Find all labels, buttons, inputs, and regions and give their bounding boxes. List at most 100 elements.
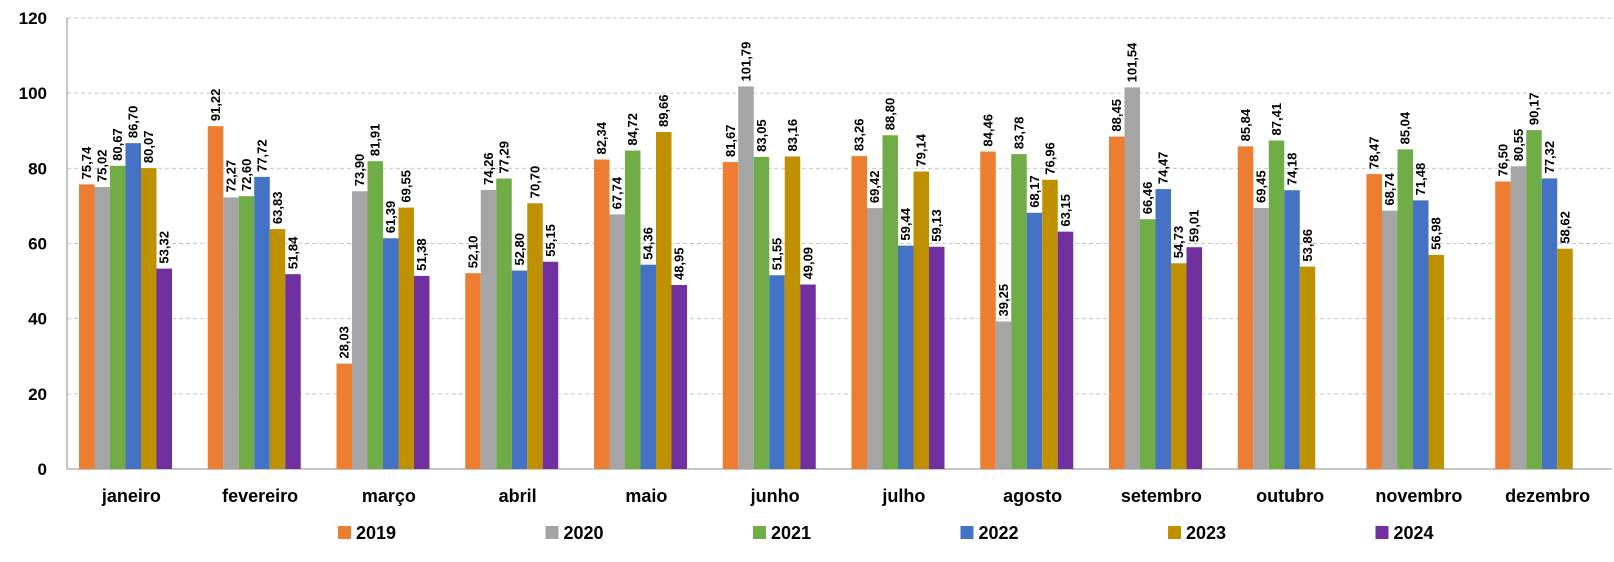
- data-label: 51,38: [414, 238, 429, 271]
- bar-2024-março: [414, 275, 430, 469]
- data-label: 90,17: [1527, 93, 1542, 126]
- y-tick-label: 60: [28, 235, 47, 254]
- bar-2020-dezembro: [1510, 166, 1527, 470]
- legend-label: 2022: [979, 523, 1019, 543]
- data-label: 72,27: [224, 160, 239, 193]
- bar-2021-outubro: [1268, 140, 1285, 470]
- bars: [79, 86, 1573, 470]
- data-label: 53,32: [157, 231, 172, 264]
- legend-label: 2024: [1394, 523, 1434, 543]
- bar-2022-novembro: [1413, 200, 1429, 469]
- legend: 2019 2020 2021 2022 2023 2024: [338, 523, 1434, 543]
- data-label: 68,17: [1027, 175, 1042, 208]
- bar-2022-dezembro: [1541, 178, 1558, 469]
- bar-2021-abril: [496, 178, 512, 469]
- bar-2023-julho: [913, 171, 929, 470]
- data-label: 71,48: [1413, 163, 1428, 196]
- bar-2024-fevereiro: [285, 274, 301, 469]
- data-label: 74,47: [1156, 152, 1171, 185]
- bar-2020-março: [352, 191, 368, 470]
- category-label: agosto: [1003, 486, 1062, 506]
- data-label: 59,44: [898, 207, 913, 240]
- data-label: 66,46: [1140, 182, 1155, 215]
- legend-label: 2021: [771, 523, 811, 543]
- bar-2019-abril: [465, 273, 481, 469]
- data-label: 80,55: [1511, 129, 1526, 162]
- data-label: 39,25: [996, 284, 1011, 317]
- legend-label: 2023: [1186, 523, 1226, 543]
- data-label: 49,09: [801, 247, 816, 280]
- data-label: 78,47: [1367, 137, 1382, 170]
- data-label: 51,55: [770, 238, 785, 271]
- data-label: 77,72: [255, 139, 270, 172]
- bar-2020-abril: [480, 189, 497, 469]
- data-label: 76,96: [1043, 142, 1058, 175]
- bar-2021-agosto: [1011, 154, 1027, 469]
- data-label: 54,36: [641, 227, 656, 260]
- bar-2024-janeiro: [156, 268, 172, 469]
- data-label: 56,98: [1429, 217, 1444, 250]
- data-label: 69,45: [1254, 170, 1269, 203]
- gridlines: [67, 17, 1612, 395]
- bar-2020-outubro: [1253, 207, 1269, 469]
- category-labels: janeiro fevereiro março abril maio junho julho…: [101, 486, 1590, 506]
- category-label: janeiro: [101, 486, 161, 506]
- bar-2023-junho: [784, 156, 801, 469]
- data-label: 75,74: [79, 146, 94, 179]
- legend-swatch: [545, 526, 559, 539]
- bar-2019-outubro: [1237, 146, 1254, 469]
- data-label: 74,26: [481, 152, 496, 185]
- data-label: 52,80: [512, 233, 527, 266]
- axes: 0 20 40 60 80 100 120: [19, 9, 1612, 479]
- data-label: 80,07: [141, 131, 156, 164]
- bar-2021-janeiro: [110, 165, 126, 469]
- bar-2022-setembro: [1155, 189, 1171, 469]
- bar-2021-fevereiro: [238, 196, 255, 469]
- bar-2019-janeiro: [79, 184, 95, 470]
- bar-2020-janeiro: [94, 187, 110, 469]
- data-label: 74,18: [1285, 153, 1300, 186]
- data-label: 68,74: [1382, 172, 1397, 205]
- data-label: 79,14: [914, 133, 929, 166]
- data-label: 101,54: [1125, 42, 1140, 83]
- y-tick-label: 40: [28, 310, 47, 329]
- data-label: 84,72: [625, 113, 640, 146]
- bar-2019-dezembro: [1495, 181, 1511, 470]
- bar-2020-maio: [609, 214, 625, 469]
- data-label: 75,02: [95, 150, 110, 183]
- bar-2023-novembro: [1428, 254, 1444, 469]
- y-tick-label: 80: [28, 159, 47, 178]
- bar-2024-junho: [800, 284, 816, 469]
- category-label: maio: [625, 486, 667, 506]
- bar-2019-novembro: [1366, 174, 1382, 469]
- data-label: 76,50: [1496, 144, 1511, 177]
- data-label: 69,42: [867, 171, 882, 204]
- data-label: 54,73: [1171, 226, 1186, 259]
- data-label: 83,16: [785, 119, 800, 152]
- bar-2020-fevereiro: [223, 197, 239, 469]
- bar-2022-julho: [898, 245, 914, 469]
- data-label: 83,26: [852, 119, 867, 152]
- data-label: 59,13: [929, 209, 944, 242]
- bar-2019-julho: [851, 156, 867, 469]
- legend-label: 2019: [356, 523, 396, 543]
- category-label: fevereiro: [222, 486, 298, 506]
- data-label: 89,66: [656, 94, 671, 127]
- data-label: 84,46: [981, 114, 996, 147]
- bar-2022-outubro: [1284, 190, 1300, 469]
- bar-2023-fevereiro: [269, 229, 286, 469]
- bar-2024-maio: [671, 285, 687, 469]
- data-label: 69,55: [399, 170, 414, 203]
- bar-2023-dezembro: [1557, 248, 1573, 469]
- data-label: 67,74: [610, 176, 625, 209]
- data-label: 77,32: [1542, 141, 1557, 174]
- bar-2023-outubro: [1299, 266, 1316, 469]
- data-label: 81,91: [368, 124, 383, 157]
- data-label: 51,84: [286, 236, 301, 269]
- category-label: outubro: [1256, 486, 1324, 506]
- bar-2024-setembro: [1186, 247, 1202, 469]
- data-label: 87,41: [1269, 103, 1284, 136]
- bar-2019-fevereiro: [207, 126, 224, 470]
- data-label: 82,34: [594, 121, 609, 154]
- data-label: 63,15: [1058, 194, 1073, 227]
